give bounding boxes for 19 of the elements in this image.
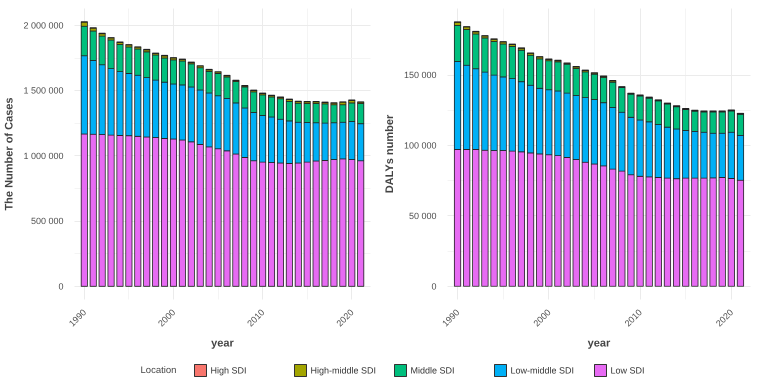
x-axis-title: year xyxy=(211,338,235,350)
y-axis-title: DALYs number xyxy=(384,114,396,194)
y-tick-label: 1 500 000 xyxy=(23,86,64,96)
y-axis-title: The Number of Cases xyxy=(3,97,16,211)
y-tick-label: 0 xyxy=(431,281,437,292)
legend-label: Middle SDI xyxy=(410,366,455,376)
y-tick-label: 150 000 xyxy=(404,70,437,80)
legend-title: Location xyxy=(140,365,176,376)
y-tick-label: 2 000 000 xyxy=(23,20,64,30)
y-tick-label: 500 000 xyxy=(30,216,64,226)
legend-label: Low-middle SDI xyxy=(510,366,574,376)
y-tick-label: 50 000 xyxy=(408,210,437,221)
y-tick-label: 1 000 000 xyxy=(23,150,64,161)
y-tick-label: 0 xyxy=(58,281,64,292)
y-tick-label: 100 000 xyxy=(404,140,437,150)
legend-label: High-middle SDI xyxy=(310,366,376,376)
legend-label: High SDI xyxy=(210,366,247,376)
legend-label: Low SDI xyxy=(610,366,645,376)
x-axis-title: year xyxy=(588,338,612,350)
